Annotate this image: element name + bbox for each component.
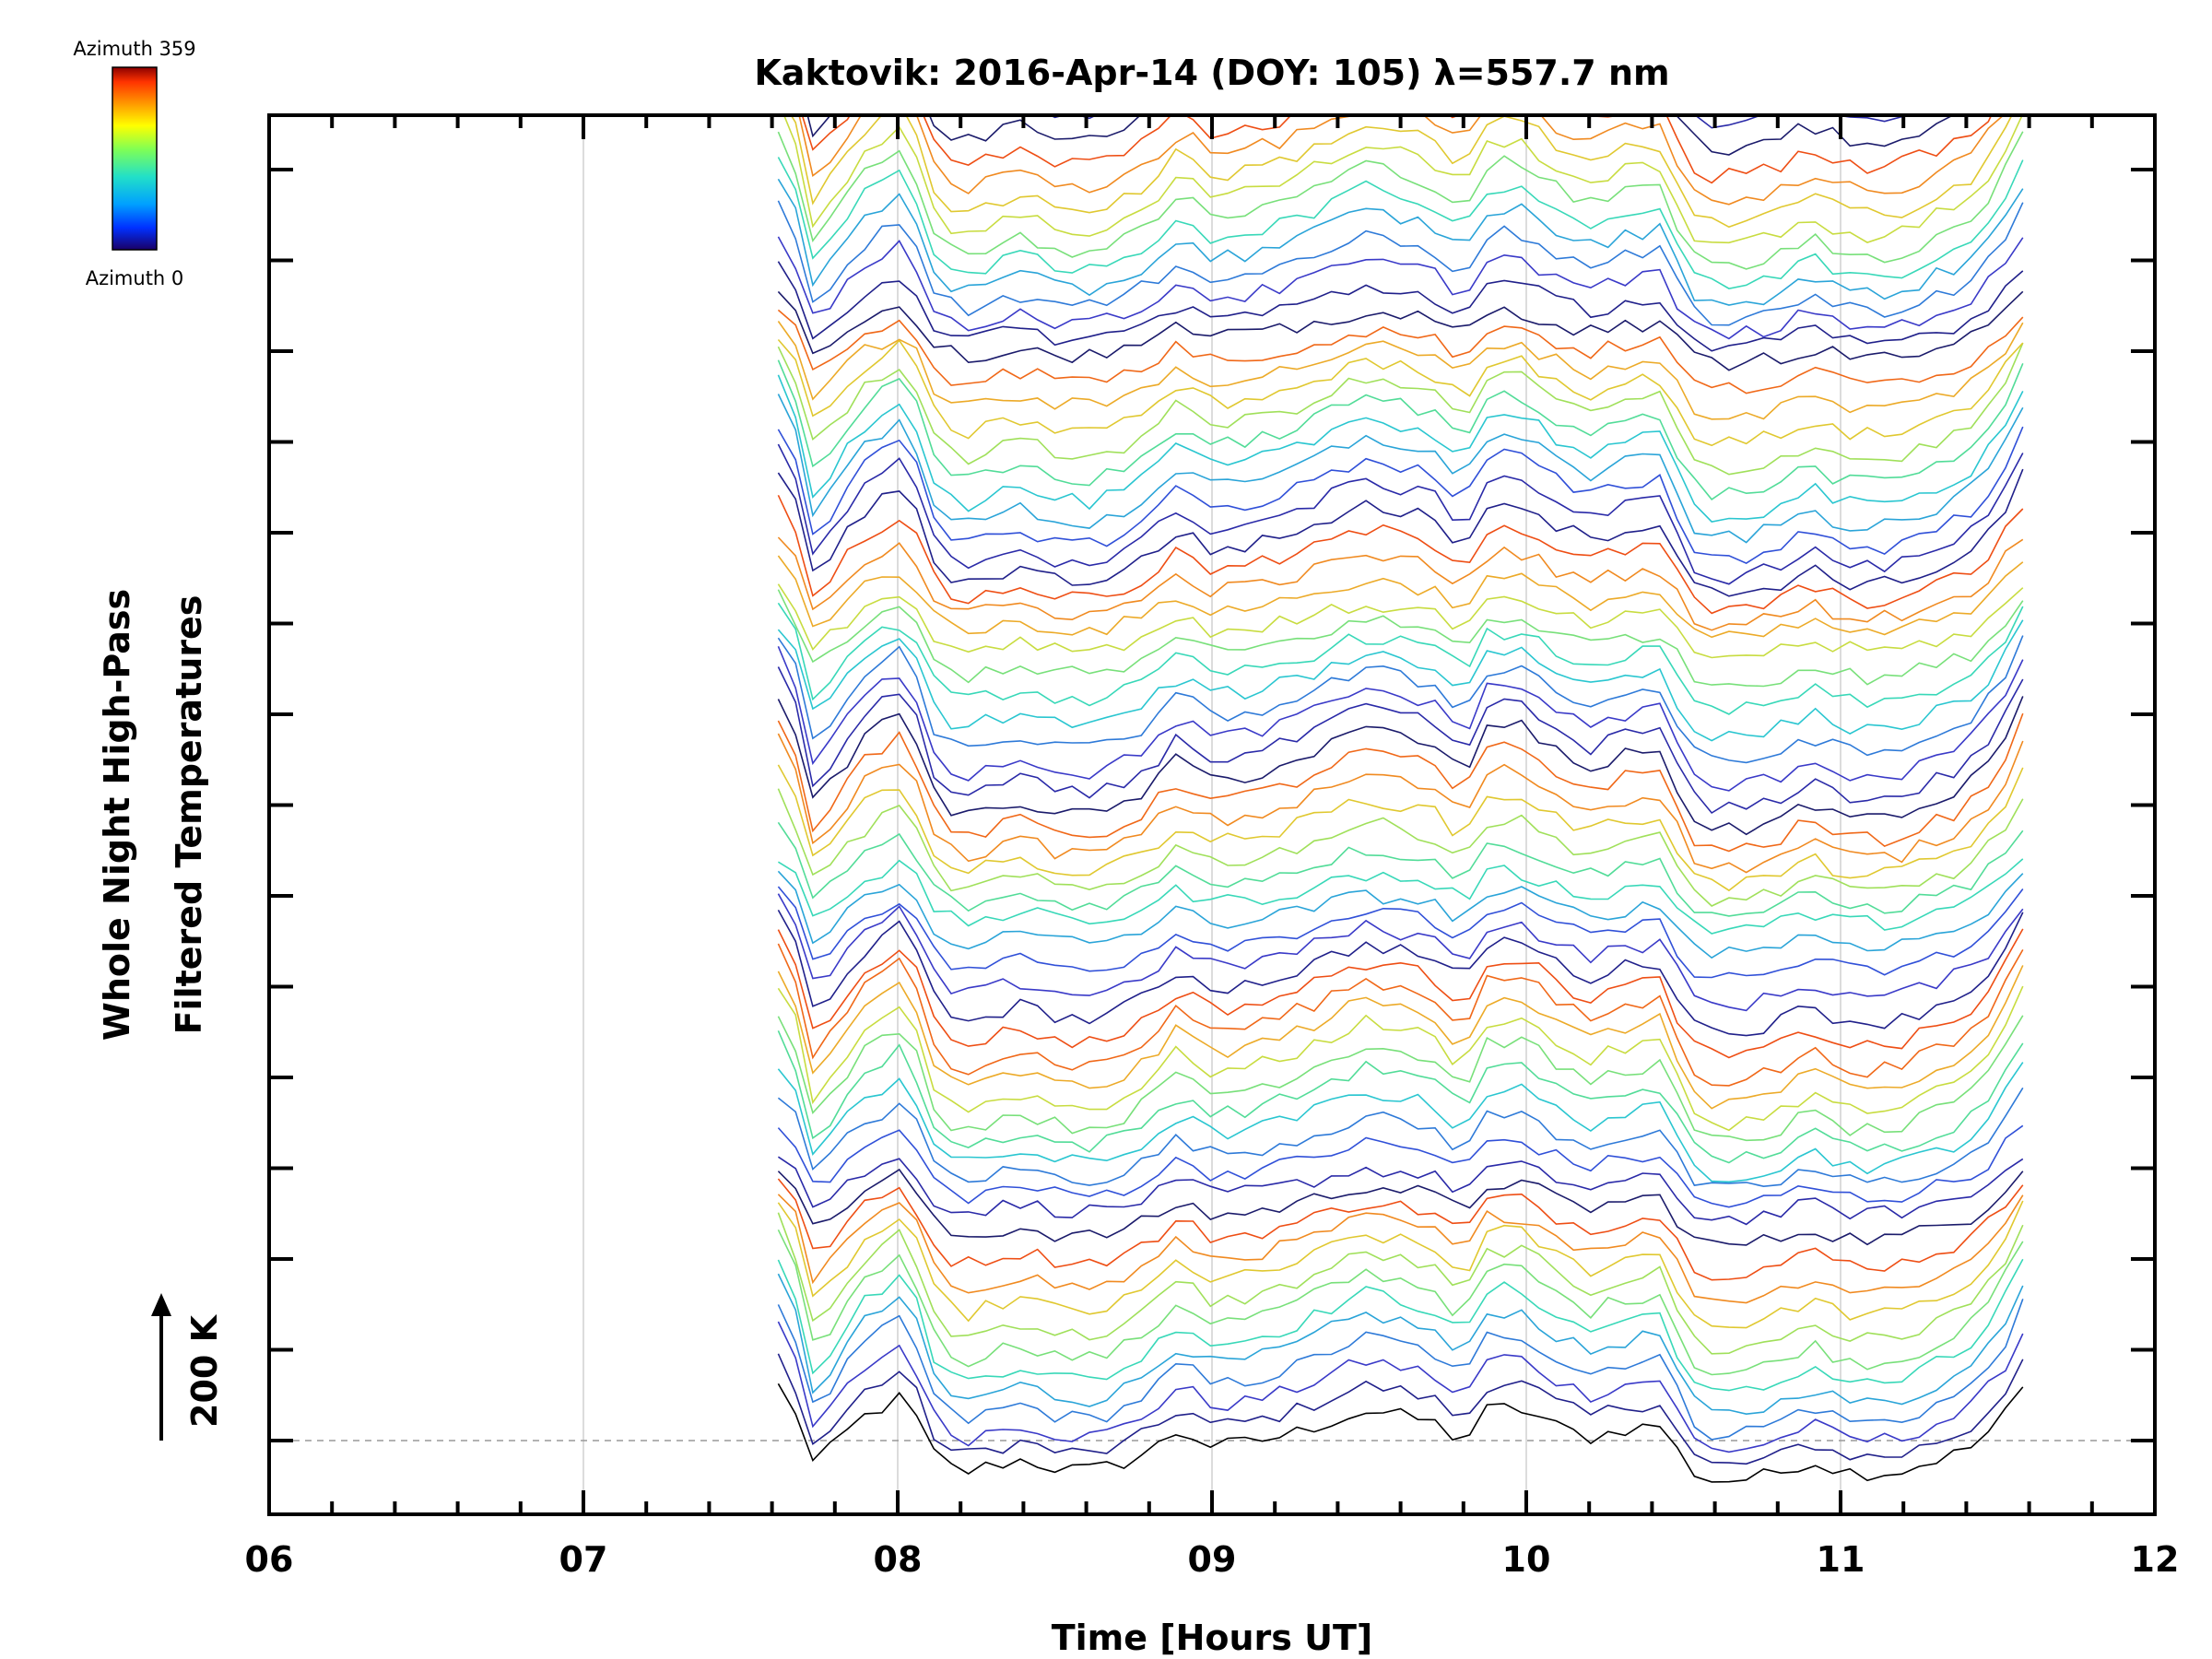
series-line: [798, 115, 2005, 206]
series-group: [777, 0, 2024, 1483]
colorbar-top-label: Azimuth 359: [73, 38, 195, 60]
series-line: [790, 115, 2013, 229]
series-line: [777, 261, 2024, 352]
series-line: [777, 733, 2024, 874]
series-line: [777, 821, 2024, 917]
series-line: [777, 374, 2024, 523]
series-line: [777, 394, 2024, 544]
series-line: [777, 1200, 2024, 1329]
axis-ticks: [267, 115, 2157, 1514]
series-line: [777, 468, 2024, 597]
scale-arrow-head: [151, 1293, 171, 1316]
series-line: [777, 788, 2024, 907]
x-tick-label: 10: [1502, 1539, 1551, 1580]
x-tick-label: 09: [1188, 1539, 1237, 1580]
series-line: [777, 1124, 2024, 1208]
series-line: [777, 583, 2024, 659]
series-line: [777, 1353, 2024, 1465]
series-line: [777, 985, 2024, 1132]
series-line: [777, 555, 2024, 639]
series-line: [777, 321, 2024, 420]
series-line: [777, 1087, 2024, 1188]
series-line: [777, 200, 2024, 326]
series-line: [777, 359, 2024, 500]
series-line: [777, 1273, 2024, 1416]
series-line: [777, 870, 2024, 959]
series-line: [777, 178, 2024, 306]
series-line: [778, 0, 2022, 16]
series-line: [777, 290, 2024, 371]
series-line: [777, 338, 2024, 447]
series-line: [801, 115, 1993, 184]
colorbar-bottom-label: Azimuth 0: [86, 267, 184, 289]
series-line: [777, 602, 2024, 715]
series-line: [777, 589, 2024, 688]
series-line: [777, 1168, 2024, 1246]
series-line: [777, 1015, 2024, 1142]
series-line: [777, 536, 2024, 631]
series-line: [777, 645, 2024, 792]
series-line: [777, 893, 2024, 1012]
series-line: [777, 1321, 2024, 1453]
y-axis-label-line2: Filtered Temperatures: [169, 595, 209, 1035]
chart-title: Kaktovik: 2016-Apr-14 (DOY: 105) λ=557.7…: [754, 53, 1669, 93]
x-tick-labels: 06 07 08 09 10 11 12: [245, 1539, 2180, 1580]
series-line: [777, 910, 2024, 1037]
series-line: [778, 0, 2022, 34]
series-line: [777, 1156, 2024, 1226]
series-line: [777, 1030, 2024, 1164]
series-line: [777, 1258, 2024, 1392]
series-line: [777, 1229, 2024, 1376]
series-line: [777, 666, 2024, 815]
series-line: [777, 928, 2024, 1059]
series-line: [777, 131, 2024, 270]
series-line: [777, 309, 2024, 394]
series-line: [777, 1212, 2024, 1355]
series-line: [777, 764, 2024, 892]
series-line: [778, 0, 2022, 52]
series-line: [777, 1178, 2024, 1281]
x-tick-label: 07: [559, 1539, 608, 1580]
colorbar: Azimuth 359 Azimuth 0: [73, 38, 195, 289]
series-line: [777, 1194, 2024, 1304]
series-line: [777, 157, 2024, 289]
series-line: [777, 619, 2024, 742]
x-tick-label: 11: [1817, 1539, 1865, 1580]
series-line: [782, 115, 2023, 244]
series-line: [777, 236, 2024, 340]
scale-indicator: 200 K: [151, 1293, 225, 1441]
y-axis-label-line1: Whole Night High-Pass: [97, 589, 137, 1041]
series-line: [777, 342, 2024, 476]
series-line: [777, 943, 2024, 1087]
colorbar-gradient: [112, 66, 158, 251]
scale-label: 200 K: [184, 1313, 225, 1428]
series-line: [778, 0, 2022, 1]
series-line: [777, 1062, 2024, 1183]
series-line: [777, 965, 2024, 1110]
series-line: [777, 494, 2024, 615]
series-line: [777, 696, 2024, 836]
series-line: [777, 858, 2024, 935]
x-axis-label: Time [Hours UT]: [1052, 1618, 1373, 1658]
series-line: [777, 1299, 2024, 1441]
x-tick-label: 12: [2131, 1539, 2180, 1580]
series-line: [777, 886, 2024, 979]
series-line: [777, 712, 2024, 853]
series-line: [777, 635, 2024, 764]
series-line: [777, 443, 2024, 585]
series-line: [777, 1382, 2024, 1483]
x-tick-label: 08: [874, 1539, 923, 1580]
series-line: [777, 426, 2024, 565]
series-line: [806, 115, 1955, 156]
x-tick-label: 06: [245, 1539, 294, 1580]
